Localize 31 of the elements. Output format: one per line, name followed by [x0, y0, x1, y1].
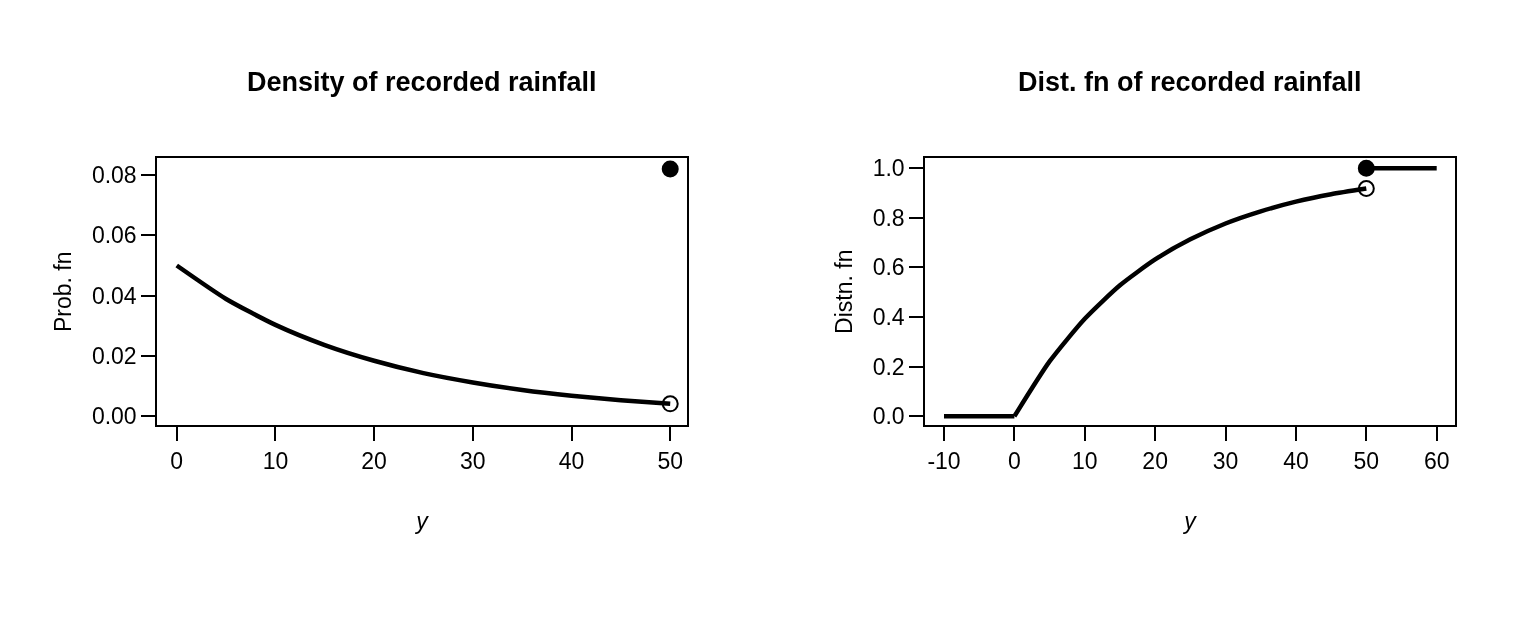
x-tick-label: 0	[1007, 447, 1021, 474]
x-tick-label: 50	[1353, 447, 1380, 474]
y-tick-label: 0.02	[91, 342, 137, 369]
y-tick-label: 0.8	[872, 204, 905, 231]
x-axis-title: y	[414, 507, 430, 534]
y-tick-label: 0.0	[872, 403, 905, 430]
x-tick-label: 10	[1071, 447, 1098, 474]
y-tick-label: 1.0	[872, 155, 905, 182]
y-tick-label: 0.6	[872, 254, 905, 281]
y-tick-label: 0.06	[91, 222, 137, 249]
chart-title: Dist. fn of recorded rainfall	[1018, 67, 1362, 97]
x-tick-label: 40	[1283, 447, 1309, 474]
y-tick-label: 0.00	[91, 403, 137, 430]
x-tick-label: 40	[558, 447, 585, 474]
x-axis-title: y	[1182, 507, 1198, 534]
chart-title: Density of recorded rainfall	[247, 67, 597, 97]
y-tick-label: 0.04	[91, 282, 137, 309]
x-tick-label: 50	[657, 447, 684, 474]
x-tick-label: 20	[1142, 447, 1168, 474]
x-tick-label: 30	[1212, 447, 1239, 474]
x-tick-label: 60	[1423, 447, 1450, 474]
x-tick-label: 20	[361, 447, 387, 474]
y-tick-label: 0.4	[872, 304, 905, 331]
x-tick-label: 0	[170, 447, 184, 474]
y-axis-title: Distn. fn	[830, 249, 857, 334]
x-tick-label: -10	[927, 447, 961, 474]
x-tick-label: 10	[262, 447, 289, 474]
y-axis-title: Prob. fn	[49, 251, 76, 332]
x-tick-label: 30	[460, 447, 486, 474]
y-tick-label: 0.08	[91, 162, 137, 189]
y-tick-label: 0.2	[872, 353, 905, 380]
